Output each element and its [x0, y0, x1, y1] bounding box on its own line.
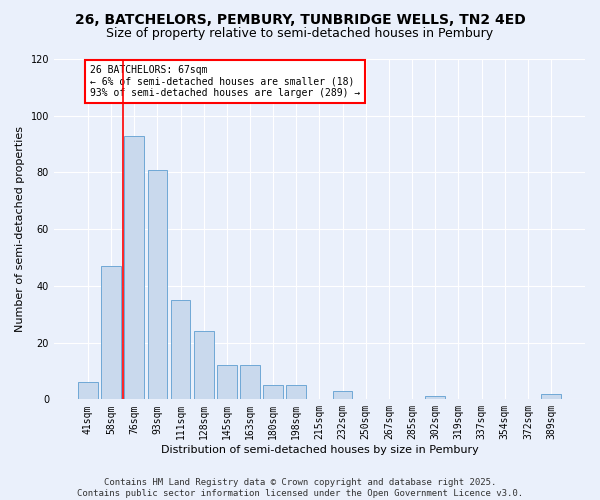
Bar [124, 136, 144, 400]
Bar [217, 366, 236, 400]
Bar [333, 391, 352, 400]
Y-axis label: Number of semi-detached properties: Number of semi-detached properties [15, 126, 25, 332]
Bar [541, 394, 561, 400]
Bar [286, 385, 306, 400]
Text: 26 BATCHELORS: 67sqm
← 6% of semi-detached houses are smaller (18)
93% of semi-d: 26 BATCHELORS: 67sqm ← 6% of semi-detach… [90, 64, 361, 98]
Bar [194, 332, 214, 400]
Bar [78, 382, 98, 400]
Bar [425, 396, 445, 400]
X-axis label: Distribution of semi-detached houses by size in Pembury: Distribution of semi-detached houses by … [161, 445, 478, 455]
Bar [263, 385, 283, 400]
Bar [101, 266, 121, 400]
Bar [170, 300, 190, 400]
Text: 26, BATCHELORS, PEMBURY, TUNBRIDGE WELLS, TN2 4ED: 26, BATCHELORS, PEMBURY, TUNBRIDGE WELLS… [74, 12, 526, 26]
Bar [240, 366, 260, 400]
Text: Size of property relative to semi-detached houses in Pembury: Size of property relative to semi-detach… [106, 28, 494, 40]
Bar [148, 170, 167, 400]
Text: Contains HM Land Registry data © Crown copyright and database right 2025.
Contai: Contains HM Land Registry data © Crown c… [77, 478, 523, 498]
